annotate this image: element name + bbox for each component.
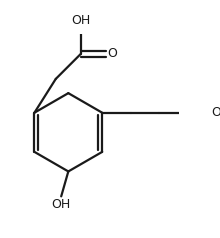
Text: OH: OH (51, 198, 71, 211)
Text: OH: OH (71, 14, 90, 27)
Text: O: O (107, 48, 117, 60)
Text: O: O (211, 106, 220, 119)
